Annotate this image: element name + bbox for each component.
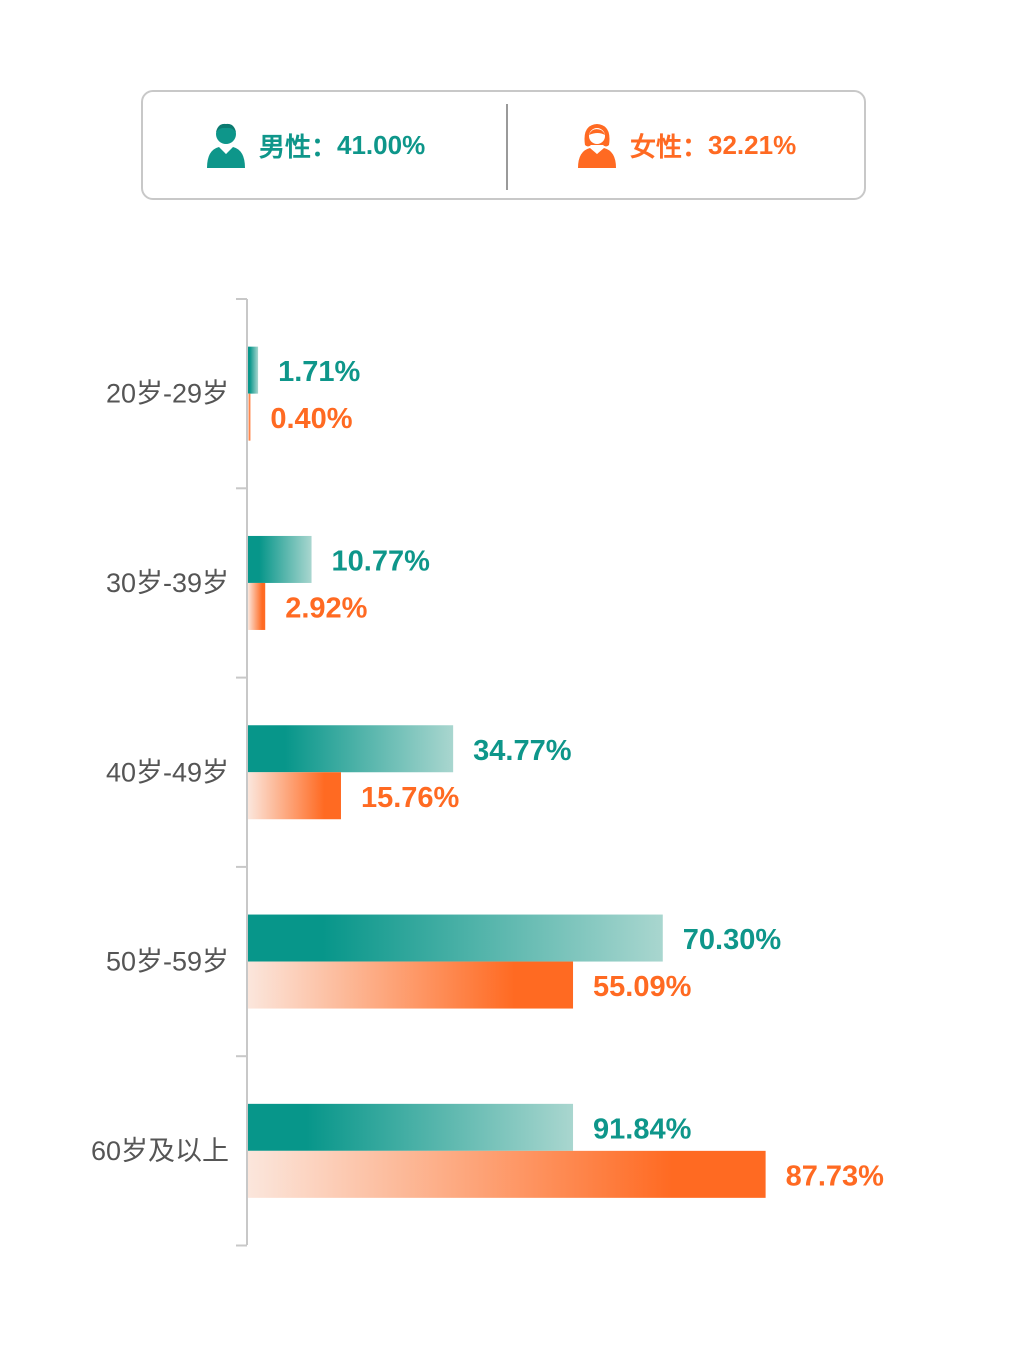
legend-male-label: 男性： — [259, 131, 338, 162]
male-value-label: 34.77% — [473, 735, 572, 767]
category-label: 50岁-59岁 — [106, 947, 229, 977]
legend-box: 男性： 41.00% 女性： 32.21% — [141, 90, 866, 200]
male-value-label: 1.71% — [278, 356, 360, 388]
male-bar — [248, 535, 312, 583]
category-label: 30岁-39岁 — [106, 568, 229, 598]
female-bar — [248, 1150, 766, 1198]
category-label: 60岁及以上 — [91, 1136, 229, 1166]
male-bar — [248, 725, 454, 773]
legend-male: 男性： 41.00% — [205, 92, 425, 198]
female-value-label: 15.76% — [361, 782, 460, 814]
female-bar — [248, 393, 251, 441]
category-label: 40岁-49岁 — [106, 757, 229, 787]
female-value-label: 2.92% — [285, 592, 367, 624]
female-bar — [248, 582, 266, 630]
male-value-label: 91.84% — [593, 1113, 692, 1145]
female-value-label: 55.09% — [593, 971, 692, 1003]
male-value-label: 10.77% — [332, 545, 431, 577]
male-person-icon — [207, 123, 245, 168]
category-label: 20岁-29岁 — [106, 379, 229, 409]
female-value-label: 87.73% — [786, 1160, 885, 1192]
female-person-icon — [578, 124, 616, 168]
female-bar — [248, 961, 574, 1009]
legend-female-value: 32.21% — [708, 129, 797, 160]
male-bar — [248, 914, 663, 962]
male-bar — [248, 1103, 574, 1151]
male-value-label: 70.30% — [683, 924, 782, 956]
female-bar — [248, 772, 341, 820]
legend-divider — [506, 104, 508, 190]
legend-male-value: 41.00% — [337, 129, 426, 160]
female-value-label: 0.40% — [270, 403, 352, 435]
legend-female: 女性： 32.21% — [576, 92, 796, 198]
male-bar — [248, 346, 259, 394]
legend-female-label: 女性： — [630, 131, 709, 162]
